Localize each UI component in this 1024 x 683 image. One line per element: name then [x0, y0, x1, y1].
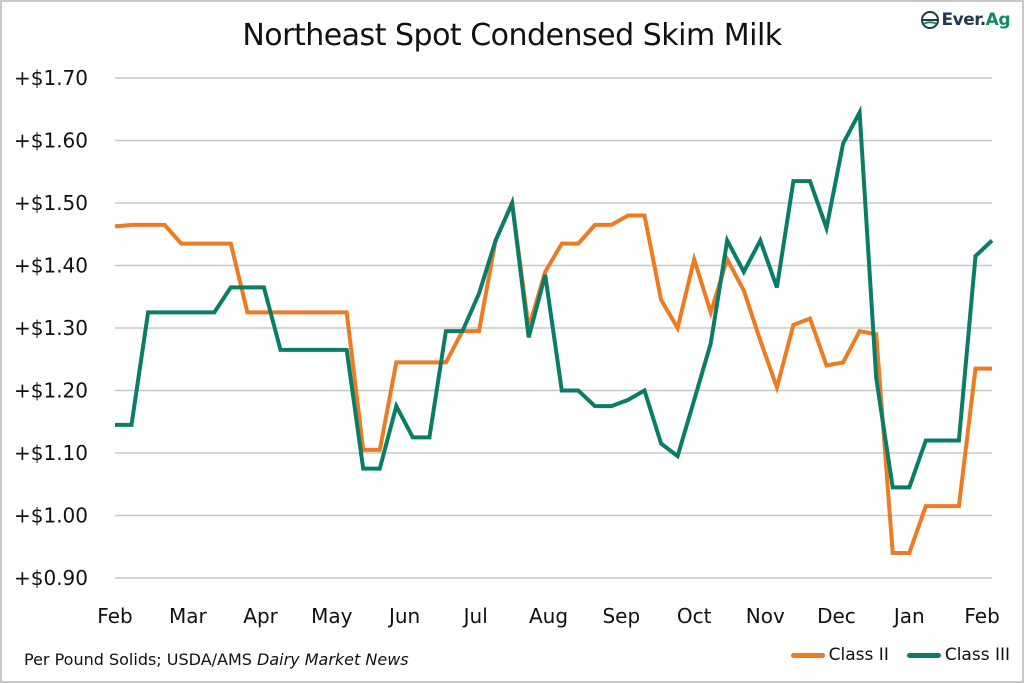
ever-ag-logo-icon: [920, 11, 939, 29]
chart-title: Northeast Spot Condensed Skim Milk: [242, 18, 782, 53]
x-tick-label: Nov: [746, 604, 785, 628]
y-tick-label: +$1.60: [14, 129, 88, 153]
x-tick-label: Aug: [529, 604, 568, 628]
y-tick-label: +$1.70: [14, 66, 88, 90]
x-tick-label: Jul: [462, 604, 488, 628]
ever-ag-logo: Ever.Ag: [920, 10, 1011, 30]
y-tick-label: +$1.50: [14, 191, 88, 215]
series-line-class-iii: [115, 105, 994, 490]
y-tick-label: +$1.30: [14, 316, 88, 340]
x-tick-label: Feb: [97, 604, 132, 628]
legend-swatch-class-iii: [906, 652, 941, 658]
legend: Class II Class III: [790, 645, 1010, 665]
legend-item-class-ii: Class II: [790, 645, 889, 665]
x-tick-label: Jan: [892, 604, 925, 628]
source-note: Per Pound Solids; USDA/AMS Dairy Market …: [24, 650, 409, 669]
legend-swatch-class-ii: [790, 652, 825, 658]
x-tick-label: Apr: [243, 604, 278, 628]
x-tick-label: Jun: [387, 604, 420, 628]
logo-text: Ever.Ag: [941, 10, 1011, 30]
legend-item-class-iii: Class III: [906, 645, 1010, 665]
y-tick-label: +$1.00: [14, 504, 88, 528]
x-tick-label: Oct: [677, 604, 712, 628]
series-line-class-ii: [114, 195, 992, 555]
y-tick-label: +$0.90: [14, 566, 88, 590]
legend-label-class-ii: Class II: [828, 645, 889, 665]
y-tick-label: +$1.10: [14, 441, 88, 465]
x-tick-label: May: [311, 604, 353, 628]
y-tick-label: +$1.40: [14, 254, 88, 278]
x-tick-label: Dec: [817, 604, 856, 628]
legend-label-class-iii: Class III: [944, 645, 1010, 665]
x-tick-label: Sep: [602, 604, 640, 628]
x-tick-label: Feb: [964, 604, 999, 628]
x-tick-label: Mar: [169, 604, 208, 628]
y-tick-label: +$1.20: [14, 379, 88, 403]
